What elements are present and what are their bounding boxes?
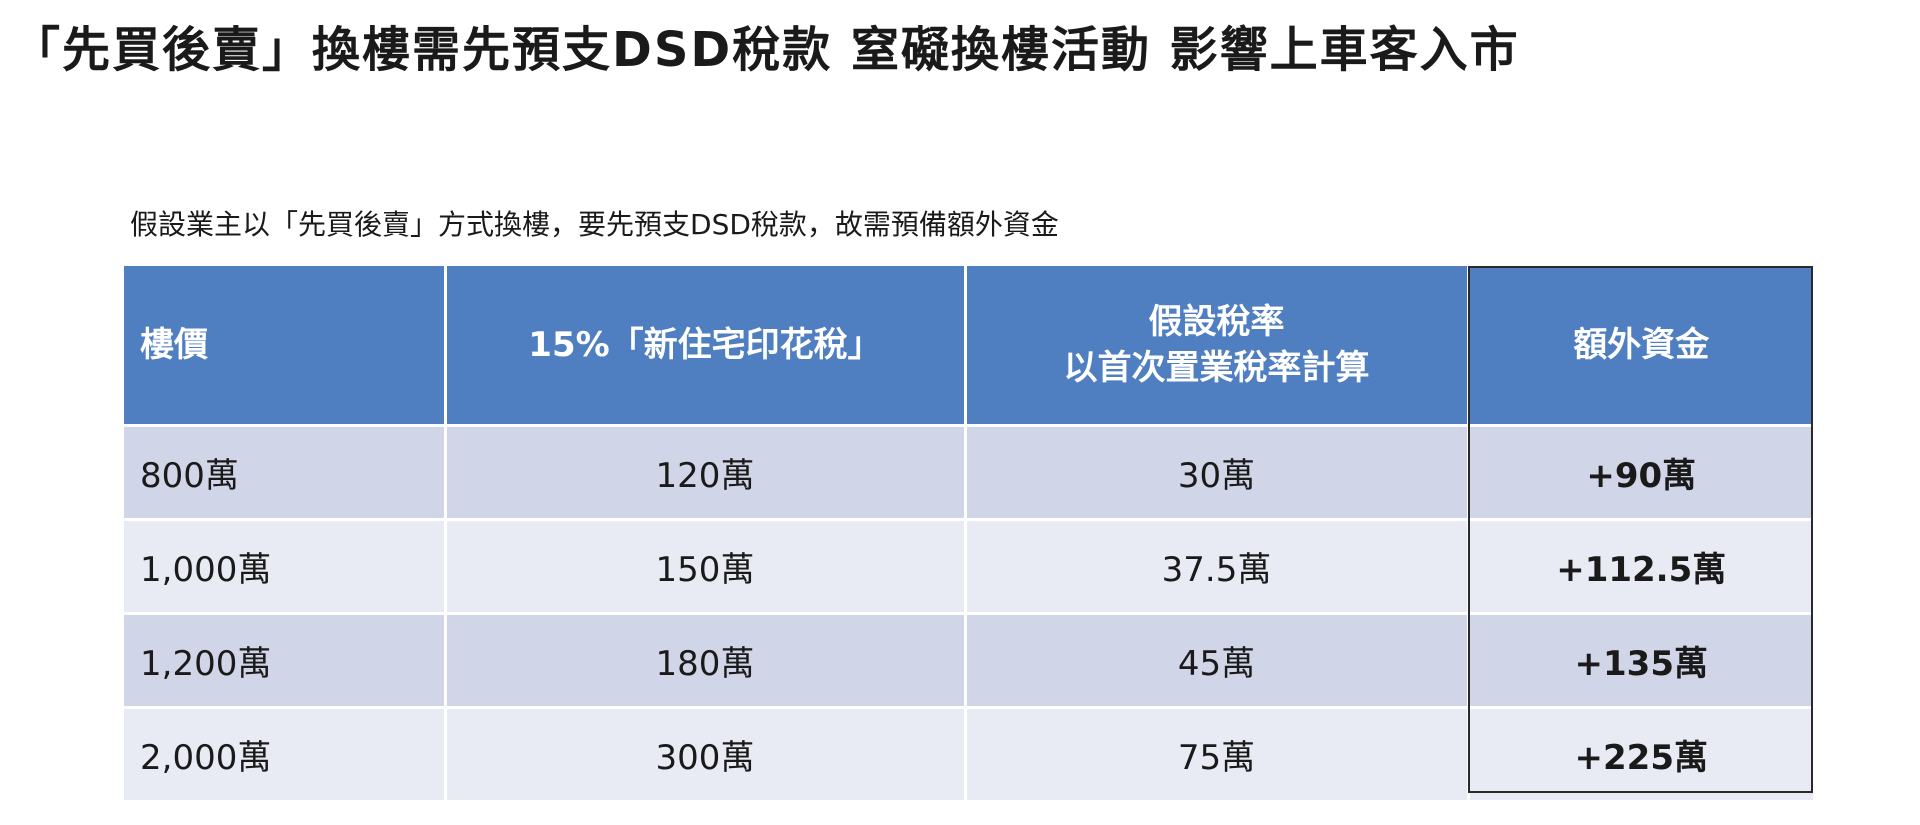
- cell-assumed: 30萬: [963, 424, 1468, 520]
- cell-price: 800萬: [124, 424, 445, 520]
- cell-price: 1,000萬: [124, 518, 445, 614]
- table-row: 2,000萬 300萬 75萬 +225萬: [124, 706, 1813, 800]
- cell-stamp-duty: 120萬: [443, 424, 965, 520]
- cell-extra: +135萬: [1466, 612, 1813, 708]
- cell-price: 2,000萬: [124, 706, 445, 800]
- header-assumed-rate-line1: 假設稅率: [1148, 302, 1285, 342]
- table-row: 800萬 120萬 30萬 +90萬: [124, 424, 1813, 520]
- header-extra-funds: 額外資金: [1466, 266, 1813, 426]
- cell-stamp-duty: 180萬: [443, 612, 965, 708]
- header-assumed-rate-line2: 以首次置業稅率計算: [1063, 348, 1370, 388]
- tax-table: 樓價 15%「新住宅印花稅」 假設稅率 以首次置業稅率計算 額外資金 800萬 …: [124, 266, 1813, 800]
- header-assumed-rate: 假設稅率 以首次置業稅率計算: [963, 266, 1468, 426]
- cell-assumed: 45萬: [963, 612, 1468, 708]
- cell-extra: +112.5萬: [1466, 518, 1813, 614]
- table-header-row: 樓價 15%「新住宅印花稅」 假設稅率 以首次置業稅率計算 額外資金: [124, 266, 1813, 426]
- cell-assumed: 75萬: [963, 706, 1468, 800]
- header-stamp-duty: 15%「新住宅印花稅」: [443, 266, 965, 426]
- cell-stamp-duty: 150萬: [443, 518, 965, 614]
- cell-assumed: 37.5萬: [963, 518, 1468, 614]
- page-title: 「先買後賣」換樓需先預支DSD稅款 窒礙換樓活動 影響上車客入市: [12, 22, 1520, 78]
- cell-price: 1,200萬: [124, 612, 445, 708]
- cell-extra: +225萬: [1466, 706, 1813, 800]
- table-caption: 假設業主以「先買後賣」方式換樓，要先預支DSD稅款，故需預備額外資金: [130, 208, 1059, 241]
- table-row: 1,000萬 150萬 37.5萬 +112.5萬: [124, 518, 1813, 614]
- header-price: 樓價: [124, 266, 445, 426]
- tax-table-container: 樓價 15%「新住宅印花稅」 假設稅率 以首次置業稅率計算 額外資金 800萬 …: [124, 266, 1813, 800]
- cell-stamp-duty: 300萬: [443, 706, 965, 800]
- table-row: 1,200萬 180萬 45萬 +135萬: [124, 612, 1813, 708]
- cell-extra: +90萬: [1466, 424, 1813, 520]
